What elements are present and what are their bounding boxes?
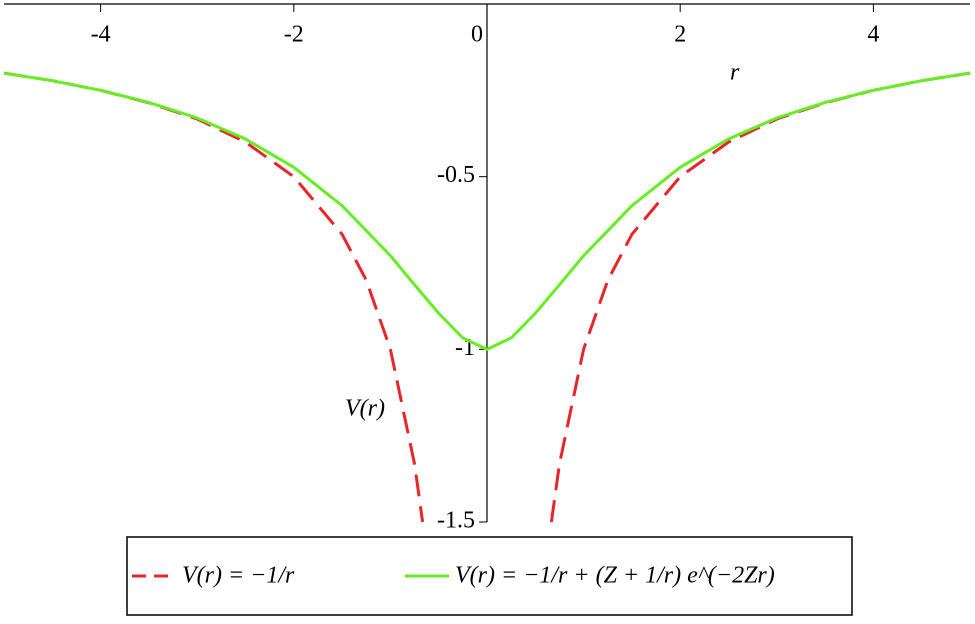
x-tick-label: 2 <box>674 22 686 48</box>
y-axis-label: V(r) <box>345 396 385 422</box>
legend-box <box>126 536 853 616</box>
legend-label: V(r) = −1/r + (Z + 1/r) e^(−2Zr) <box>455 563 775 589</box>
legend-label: V(r) = −1/r <box>182 563 295 589</box>
x-tick-label: 0 <box>471 22 483 48</box>
x-tick-label: 4 <box>867 22 879 48</box>
x-tick-label: -4 <box>91 22 111 48</box>
x-axis-label: r <box>730 60 740 86</box>
y-tick-label: -0.5 <box>437 162 475 188</box>
x-tick-label: -2 <box>284 22 304 48</box>
series-line <box>3 71 971 351</box>
y-tick-label: -1.5 <box>437 508 475 534</box>
